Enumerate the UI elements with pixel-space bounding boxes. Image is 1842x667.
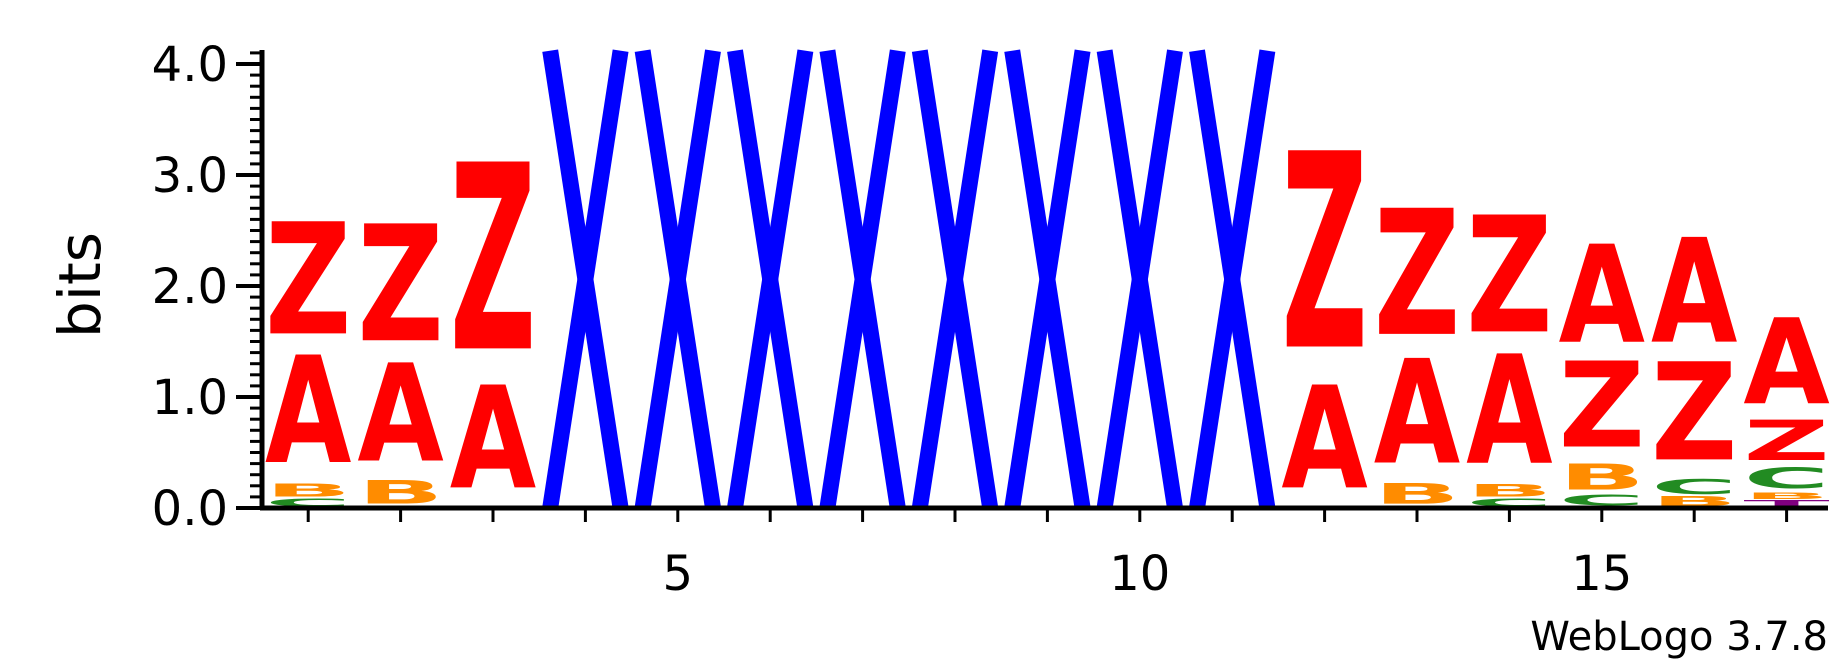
glyph-x-pos-7 xyxy=(819,49,906,510)
glyph-a-pos-16: A xyxy=(1651,210,1737,376)
glyph-x-pos-5 xyxy=(634,49,721,510)
axes: 0.0 1.0 2.0 3.0 4.0 5 10 15 xyxy=(152,37,1828,602)
glyph-a-pos-17: A xyxy=(1743,294,1830,432)
position-stack-5 xyxy=(634,49,721,510)
glyph-x-pos-8 xyxy=(911,49,999,510)
glyph-z-pos-12: Z xyxy=(1281,98,1367,411)
glyph-c-pos-16: C xyxy=(1651,475,1737,499)
glyph-c-pos-15: C xyxy=(1559,491,1645,509)
y-tick-label: 1.0 xyxy=(152,370,228,426)
y-axis-label: bits xyxy=(46,232,114,338)
glyph-a-pos-13: A xyxy=(1374,331,1460,497)
y-tick-label: 4.0 xyxy=(152,37,228,93)
position-stack-13: BAZ xyxy=(1374,174,1460,510)
glyph-z-pos-3: Z xyxy=(450,111,536,410)
weblogo-version-label: WebLogo 3.7.8 xyxy=(1530,614,1828,660)
y-tick-label: 3.0 xyxy=(152,148,228,204)
glyph-t-pos-17: T xyxy=(1743,498,1829,508)
position-stack-3: AZ xyxy=(450,111,536,521)
glyph-b-pos-15: B xyxy=(1559,456,1645,498)
glyph-z-pos-14: Z xyxy=(1466,184,1552,370)
glyph-x-pos-4 xyxy=(542,49,629,510)
glyph-x-pos-9 xyxy=(1004,49,1091,510)
y-tick-label: 2.0 xyxy=(152,259,228,315)
position-stack-6 xyxy=(727,49,814,510)
glyph-b-pos-2: B xyxy=(357,474,443,511)
glyph-a-pos-1: A xyxy=(265,326,351,497)
glyph-b-pos-13: B xyxy=(1374,478,1460,511)
y-ticks: 0.0 1.0 2.0 3.0 4.0 xyxy=(152,37,262,537)
x-tick-label: 10 xyxy=(1109,546,1170,602)
position-stack-4 xyxy=(542,49,629,510)
glyph-z-pos-17: Z xyxy=(1743,409,1829,473)
glyph-a-pos-12: A xyxy=(1281,357,1367,521)
glyph-x-pos-10 xyxy=(1096,49,1183,510)
glyph-c-pos-17: C xyxy=(1743,463,1829,496)
y-tick-label: 0.0 xyxy=(152,481,228,537)
position-stack-9 xyxy=(1004,49,1091,510)
glyph-b-pos-17: B xyxy=(1743,491,1829,501)
position-stack-11 xyxy=(1189,49,1276,510)
x-ticks: 5 10 15 xyxy=(306,508,1789,602)
glyph-z-pos-13: Z xyxy=(1374,174,1460,376)
glyph-a-pos-14: A xyxy=(1466,324,1552,499)
position-stack-10 xyxy=(1096,49,1183,510)
x-tick-label: 15 xyxy=(1571,546,1632,602)
position-stack-7 xyxy=(819,49,906,510)
glyph-a-pos-15: A xyxy=(1559,218,1646,375)
glyph-z-pos-2: Z xyxy=(357,193,443,379)
glyph-a-pos-2: A xyxy=(357,336,444,493)
glyph-a-pos-3: A xyxy=(450,357,536,521)
position-stack-12: AZ xyxy=(1281,98,1367,520)
x-tick-label: 5 xyxy=(663,546,694,602)
position-stack-2: BAZ xyxy=(357,193,444,511)
glyph-z-pos-15: Z xyxy=(1559,337,1645,474)
glyph-x-pos-11 xyxy=(1189,49,1276,510)
position-stack-8 xyxy=(911,49,999,510)
glyph-b-pos-1: B xyxy=(265,480,351,501)
glyph-b-pos-14: B xyxy=(1466,481,1552,500)
glyph-z-pos-1: Z xyxy=(265,191,351,370)
glyph-x-pos-6 xyxy=(727,49,814,510)
glyph-z-pos-16: Z xyxy=(1651,334,1737,491)
